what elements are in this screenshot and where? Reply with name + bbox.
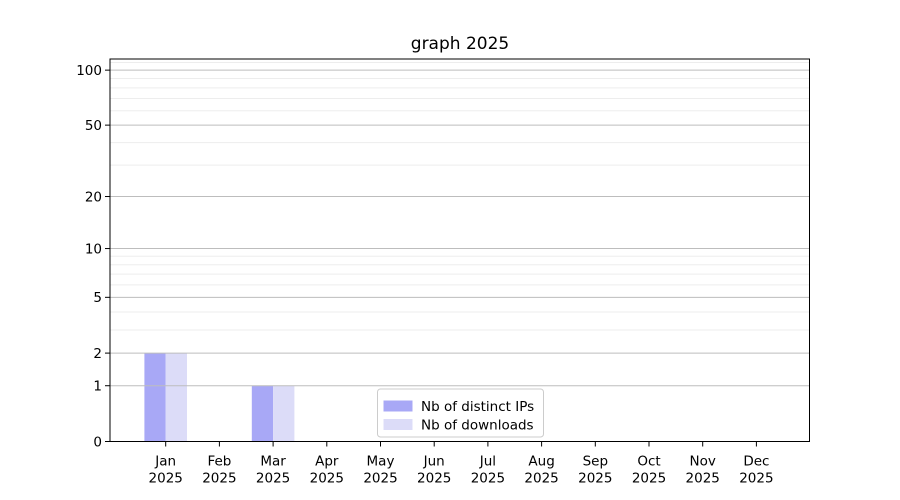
plot-border — [109, 58, 810, 442]
y-tick-label: 20 — [85, 189, 102, 205]
x-tick-label-month: May — [367, 454, 395, 470]
x-tick-label-month: Sep — [583, 454, 608, 470]
x-tick-label-month: Mar — [260, 454, 286, 470]
legend-swatch — [383, 419, 413, 430]
bar — [144, 353, 166, 442]
x-tick-label-month: Nov — [690, 454, 716, 470]
y-tick-label: 0 — [93, 434, 102, 450]
x-tick-label-month: Jul — [479, 454, 496, 470]
legend-frame — [377, 388, 544, 438]
y-tick-label: 5 — [93, 290, 102, 306]
legend-swatch — [383, 400, 413, 412]
x-tick-label-month: Jan — [154, 454, 176, 470]
x-tick-label-year: 2025 — [471, 471, 505, 487]
legend-label: Nb of distinct IPs — [421, 399, 534, 415]
bar — [165, 353, 187, 442]
x-tick-label-month: Apr — [315, 454, 339, 470]
x-tick-label-month: Aug — [528, 454, 554, 470]
y-tick-label: 10 — [85, 241, 102, 257]
x-tick-label-year: 2025 — [363, 471, 397, 487]
x-tick-label-year: 2025 — [310, 471, 344, 487]
x-tick-label-month: Dec — [743, 454, 769, 470]
y-tick-label: 50 — [85, 118, 102, 134]
bar — [273, 385, 295, 442]
x-tick-label-year: 2025 — [739, 471, 773, 487]
chart-title: graph 2025 — [410, 34, 510, 54]
y-tick-label: 1 — [93, 379, 102, 395]
y-tick-label: 2 — [93, 346, 102, 362]
x-tick-label-year: 2025 — [202, 471, 236, 487]
legend: Nb of distinct IPs Nb of downloads — [377, 388, 544, 438]
x-tick-label-year: 2025 — [632, 471, 666, 487]
y-tick-label: 100 — [76, 63, 102, 79]
x-tick-label-year: 2025 — [149, 471, 183, 487]
x-tick-label-month: Feb — [207, 454, 231, 470]
x-tick-label-year: 2025 — [524, 471, 558, 487]
x-tick-label-year: 2025 — [256, 471, 290, 487]
x-tick-label-year: 2025 — [686, 471, 720, 487]
bar — [251, 385, 274, 442]
x-tick-label-month: Oct — [637, 454, 660, 470]
x-tick-label-month: Jun — [423, 454, 445, 470]
legend-label: Nb of downloads — [421, 417, 534, 433]
x-tick-label-year: 2025 — [417, 471, 451, 487]
x-tick-label-year: 2025 — [578, 471, 612, 487]
